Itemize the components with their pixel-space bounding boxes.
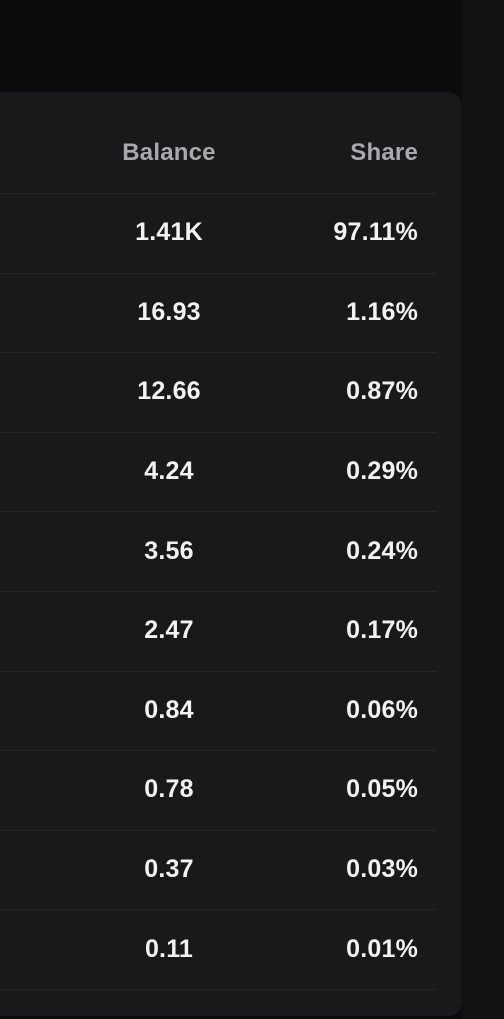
balance-cell: 0.11 <box>144 934 194 963</box>
balance-cell: 16.93 <box>137 297 201 326</box>
table-row[interactable]: 0.37 0.03% <box>0 830 437 911</box>
balance-cell: 0.78 <box>144 775 194 804</box>
balance-cell: 0.37 <box>144 855 194 884</box>
share-cell: 0.87% <box>346 377 418 406</box>
table-row[interactable]: 2.47 0.17% <box>0 591 437 672</box>
table-header: Balance Share <box>0 113 437 194</box>
column-header-balance[interactable]: Balance <box>122 139 216 166</box>
table-row[interactable]: 0.11 0.01% <box>0 909 437 990</box>
balance-cell: 2.47 <box>144 616 194 645</box>
table-row[interactable]: 12.66 0.87% <box>0 352 437 433</box>
share-cell: 0.24% <box>346 536 418 565</box>
table-row[interactable]: 16.93 1.16% <box>0 273 437 354</box>
share-cell: 0.01% <box>346 934 418 963</box>
table-row[interactable]: 0.78 0.05% <box>0 750 437 831</box>
table-row[interactable]: 0.84 0.06% <box>0 671 437 752</box>
share-cell: 97.11% <box>333 218 418 247</box>
share-cell: 0.06% <box>346 695 418 724</box>
balance-cell: 1.41K <box>135 218 203 247</box>
table-row[interactable]: 3.56 0.24% <box>0 511 437 592</box>
column-header-share[interactable]: Share <box>350 139 418 166</box>
table-row[interactable]: 4.24 0.29% <box>0 432 437 513</box>
holders-table-card: Balance Share 1.41K 97.11% 16.93 1.16% 1… <box>0 92 462 1016</box>
share-cell: 1.16% <box>346 297 418 326</box>
share-cell: 0.03% <box>346 855 418 884</box>
share-cell: 0.29% <box>346 457 418 486</box>
balance-cell: 0.84 <box>144 695 194 724</box>
right-edge-strip <box>462 0 504 1019</box>
table-row[interactable]: 1.41K 97.11% <box>0 193 437 274</box>
balance-cell: 12.66 <box>137 377 201 406</box>
balance-cell: 3.56 <box>144 536 194 565</box>
share-cell: 0.17% <box>346 616 418 645</box>
share-cell: 0.05% <box>346 775 418 804</box>
balance-cell: 4.24 <box>144 457 194 486</box>
